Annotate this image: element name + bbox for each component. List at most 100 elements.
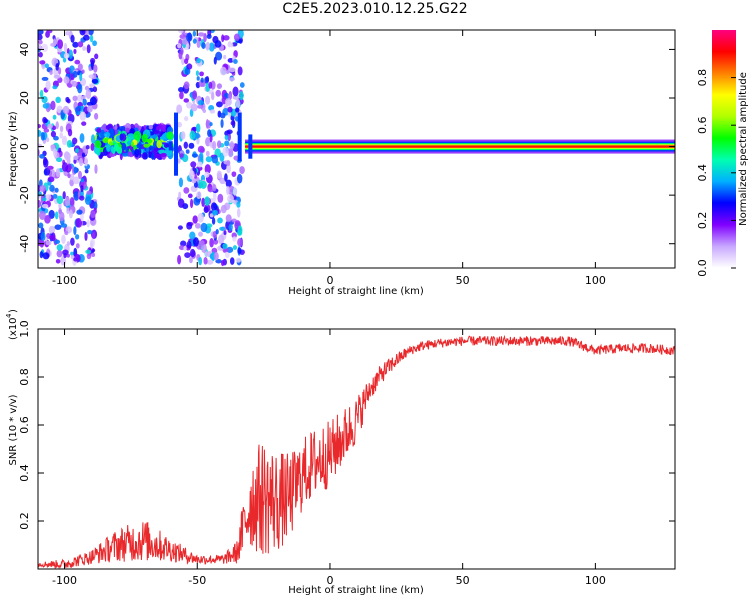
snr-panel: -100 -50 0 50 100 0.2 0.4 0.6 0.8 1.0 Height of … <box>5 309 676 596</box>
snr-multiplier-exponent: 4 <box>5 313 13 318</box>
heatmap-cell <box>219 112 226 119</box>
heatmap-cell <box>176 104 183 114</box>
heatmap-cell <box>224 98 232 106</box>
heatmap-cell <box>235 98 241 109</box>
heatmap-cell <box>38 143 43 149</box>
heatmap-cell <box>63 52 70 59</box>
heatmap-cell <box>212 184 217 192</box>
heatmap-cell <box>41 203 49 209</box>
heatmap-cell <box>224 173 228 182</box>
heatmap-cell <box>204 196 210 206</box>
heatmap-cell <box>222 35 230 41</box>
heatmap-cell <box>56 195 64 205</box>
heatmap-cell <box>66 207 70 215</box>
heatmap-cell <box>39 60 46 65</box>
heatmap-cell <box>195 70 200 77</box>
heatmap-cell <box>68 49 73 59</box>
snr-x-tick-label: 50 <box>456 574 470 587</box>
heatmap-cell <box>190 103 198 112</box>
heatmap-cell <box>226 163 231 174</box>
heatmap-cell <box>38 199 42 208</box>
heatmap-cell <box>187 193 193 199</box>
heatmap-cell <box>213 239 219 245</box>
heatmap-cell <box>55 168 61 178</box>
heatmap-cell <box>56 157 63 163</box>
snr-x-tick-label: 100 <box>585 574 606 587</box>
heatmap-cell <box>233 59 238 65</box>
colorbar-tick-label: 0.0 <box>696 259 709 277</box>
heatmap-cell <box>196 57 201 64</box>
heatmap-cell <box>160 124 168 133</box>
heatmap-cell <box>59 125 64 133</box>
heatmap-cell <box>38 222 44 229</box>
heatmap-cell <box>248 134 253 159</box>
heatmap-cell <box>192 38 197 44</box>
heatmap-cell <box>70 251 74 256</box>
heatmap-cell <box>215 51 223 61</box>
heatmap-cell <box>89 240 94 250</box>
heatmap-cell <box>229 140 235 150</box>
heatmap-cell <box>38 210 46 220</box>
heatmap-cell <box>73 226 77 236</box>
heatmap-cell <box>217 193 224 203</box>
heatmap-cell <box>61 135 68 146</box>
heatmap-cell <box>80 212 84 222</box>
heatmap-x-tick-label: 0 <box>326 274 333 287</box>
heatmap-cell <box>205 41 210 50</box>
heatmap-cell <box>198 256 203 266</box>
heatmap-cell <box>54 211 59 220</box>
heatmap-cell <box>216 83 223 90</box>
heatmap-cell <box>178 87 185 93</box>
heatmap-cell <box>197 145 205 153</box>
heatmap-cell <box>177 158 181 164</box>
heatmap-cell <box>148 151 152 156</box>
heatmap-cell <box>217 217 223 224</box>
heatmap-cell <box>73 48 77 55</box>
heatmap-cell <box>205 223 213 228</box>
heatmap-cell <box>58 147 62 153</box>
heatmap-cell <box>61 234 66 245</box>
heatmap-cell <box>106 143 111 152</box>
heatmap-cell <box>204 95 211 105</box>
heatmap-cell <box>232 95 240 100</box>
heatmap-cell <box>186 222 193 230</box>
heatmap-cell <box>84 231 88 242</box>
heatmap-cell <box>43 118 49 124</box>
heatmap-cell <box>86 219 90 228</box>
heatmap-cell <box>72 95 78 102</box>
heatmap-cell <box>209 122 213 127</box>
heatmap-y-tick-label: 0 <box>18 143 31 150</box>
heatmap-cell <box>196 104 204 109</box>
heatmap-cell <box>41 43 49 53</box>
heatmap-cell <box>200 222 208 233</box>
heatmap-cell <box>74 59 81 65</box>
heatmap-cell <box>216 170 222 179</box>
heatmap-cell <box>227 133 231 141</box>
heatmap-cell <box>239 91 244 101</box>
heatmap-cell <box>47 176 55 183</box>
heatmap-cell <box>38 51 43 58</box>
heatmap-cell <box>146 147 150 153</box>
heatmap-cell <box>49 69 53 75</box>
heatmap-cell <box>232 187 238 196</box>
heatmap-cell <box>189 257 193 264</box>
heatmap-cell <box>210 92 215 101</box>
heatmap-cell <box>202 108 207 113</box>
heatmap-cell <box>74 106 79 114</box>
heatmap-cell <box>237 112 242 162</box>
heatmap-y-tick-label: -40 <box>18 235 31 253</box>
heatmap-cell <box>177 43 182 49</box>
heatmap-cell <box>57 67 62 75</box>
heatmap-cell <box>222 146 229 157</box>
heatmap-cell <box>183 81 190 90</box>
heatmap-cell <box>91 78 99 84</box>
heatmap-cell <box>208 81 213 89</box>
heatmap-cell <box>177 198 185 209</box>
heatmap-cell <box>54 239 61 245</box>
heatmap-cell <box>94 140 102 148</box>
heatmap-cell <box>114 124 118 130</box>
heatmap-x-tick-label: -50 <box>188 274 206 287</box>
heatmap-cell <box>189 198 194 209</box>
snr-x-ticks: -100 -50 0 50 100 <box>52 329 606 587</box>
